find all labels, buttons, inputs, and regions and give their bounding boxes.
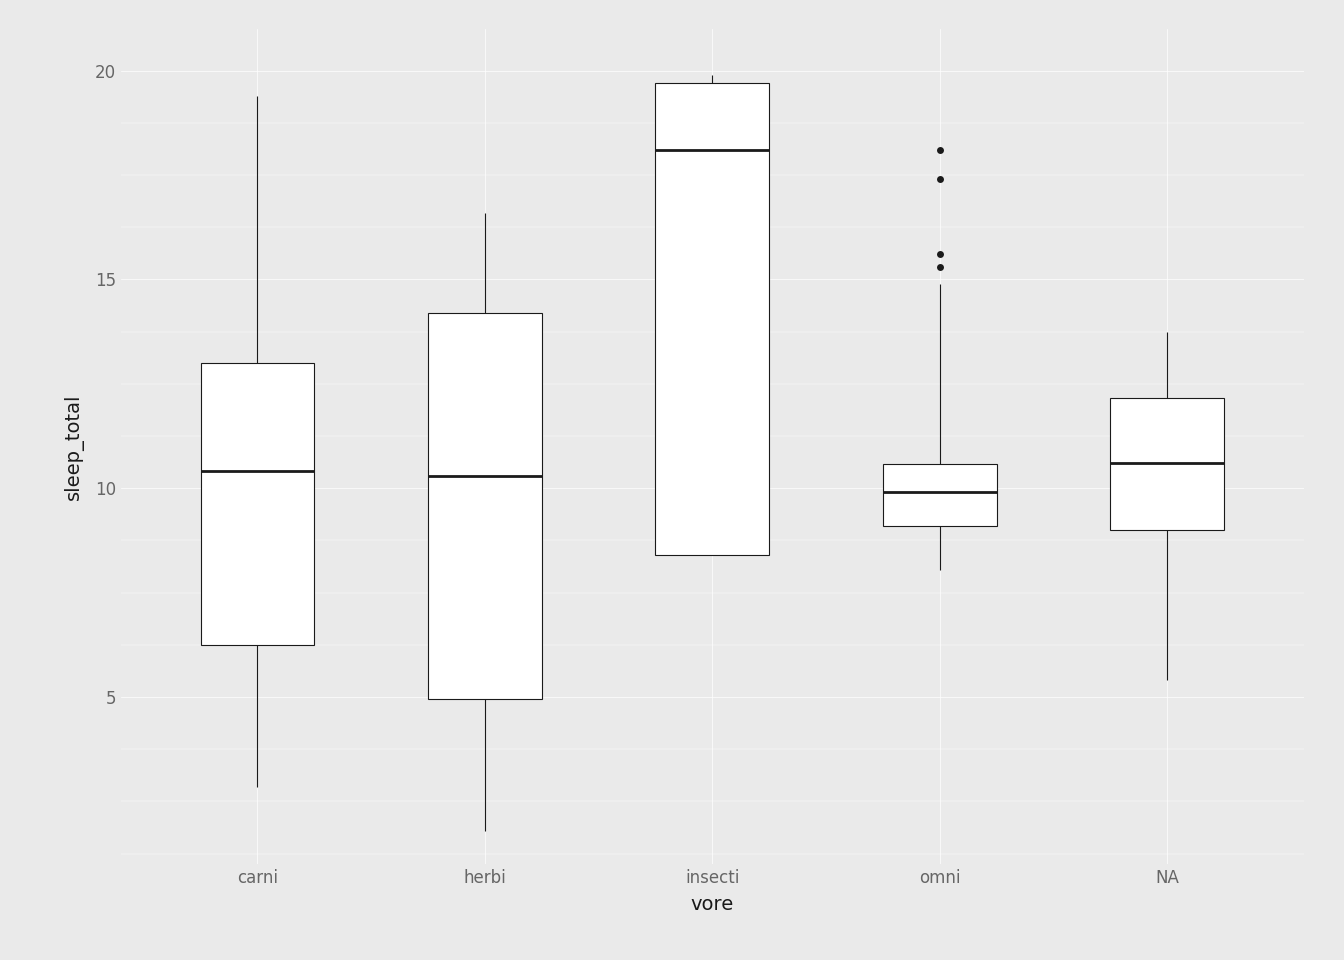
- Bar: [1110, 398, 1224, 530]
- Bar: [656, 84, 769, 555]
- Bar: [883, 465, 997, 526]
- Bar: [427, 313, 542, 699]
- Bar: [200, 363, 314, 645]
- Y-axis label: sleep_total: sleep_total: [65, 394, 83, 499]
- X-axis label: vore: vore: [691, 895, 734, 914]
